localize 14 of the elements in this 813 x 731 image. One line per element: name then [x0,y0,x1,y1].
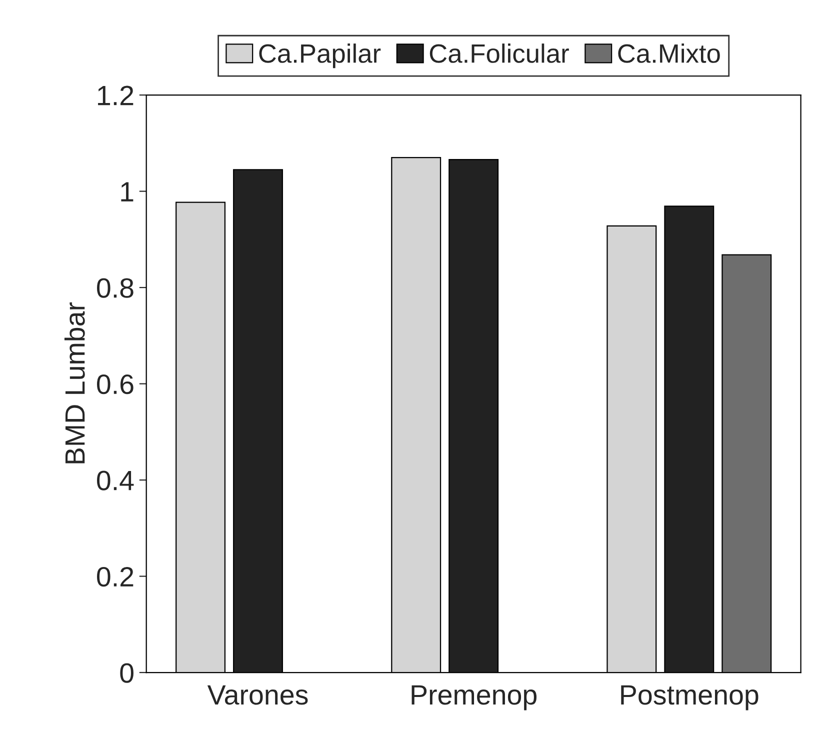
legend-label: Ca.Mixto [618,44,720,63]
x-tick-label: Postmenop [621,685,758,710]
y-tick-label: 0.8 [97,278,134,298]
x-tick-label: Premenop [412,685,536,710]
x-tick-label: Varones [207,685,308,705]
legend-label: Ca.Folicular [430,44,569,63]
legend-label: Ca.Papilar [259,44,381,68]
y-tick-label: 1.2 [98,86,134,106]
y-tick-label: 1 [121,182,134,202]
y-tick-label: 0.4 [97,470,134,490]
y-tick-label: 0.6 [97,374,134,394]
y-tick-label: 0.2 [97,566,134,587]
y-tick-label: 0 [120,663,134,683]
y-axis-title: BMD Lumbar [64,302,85,464]
